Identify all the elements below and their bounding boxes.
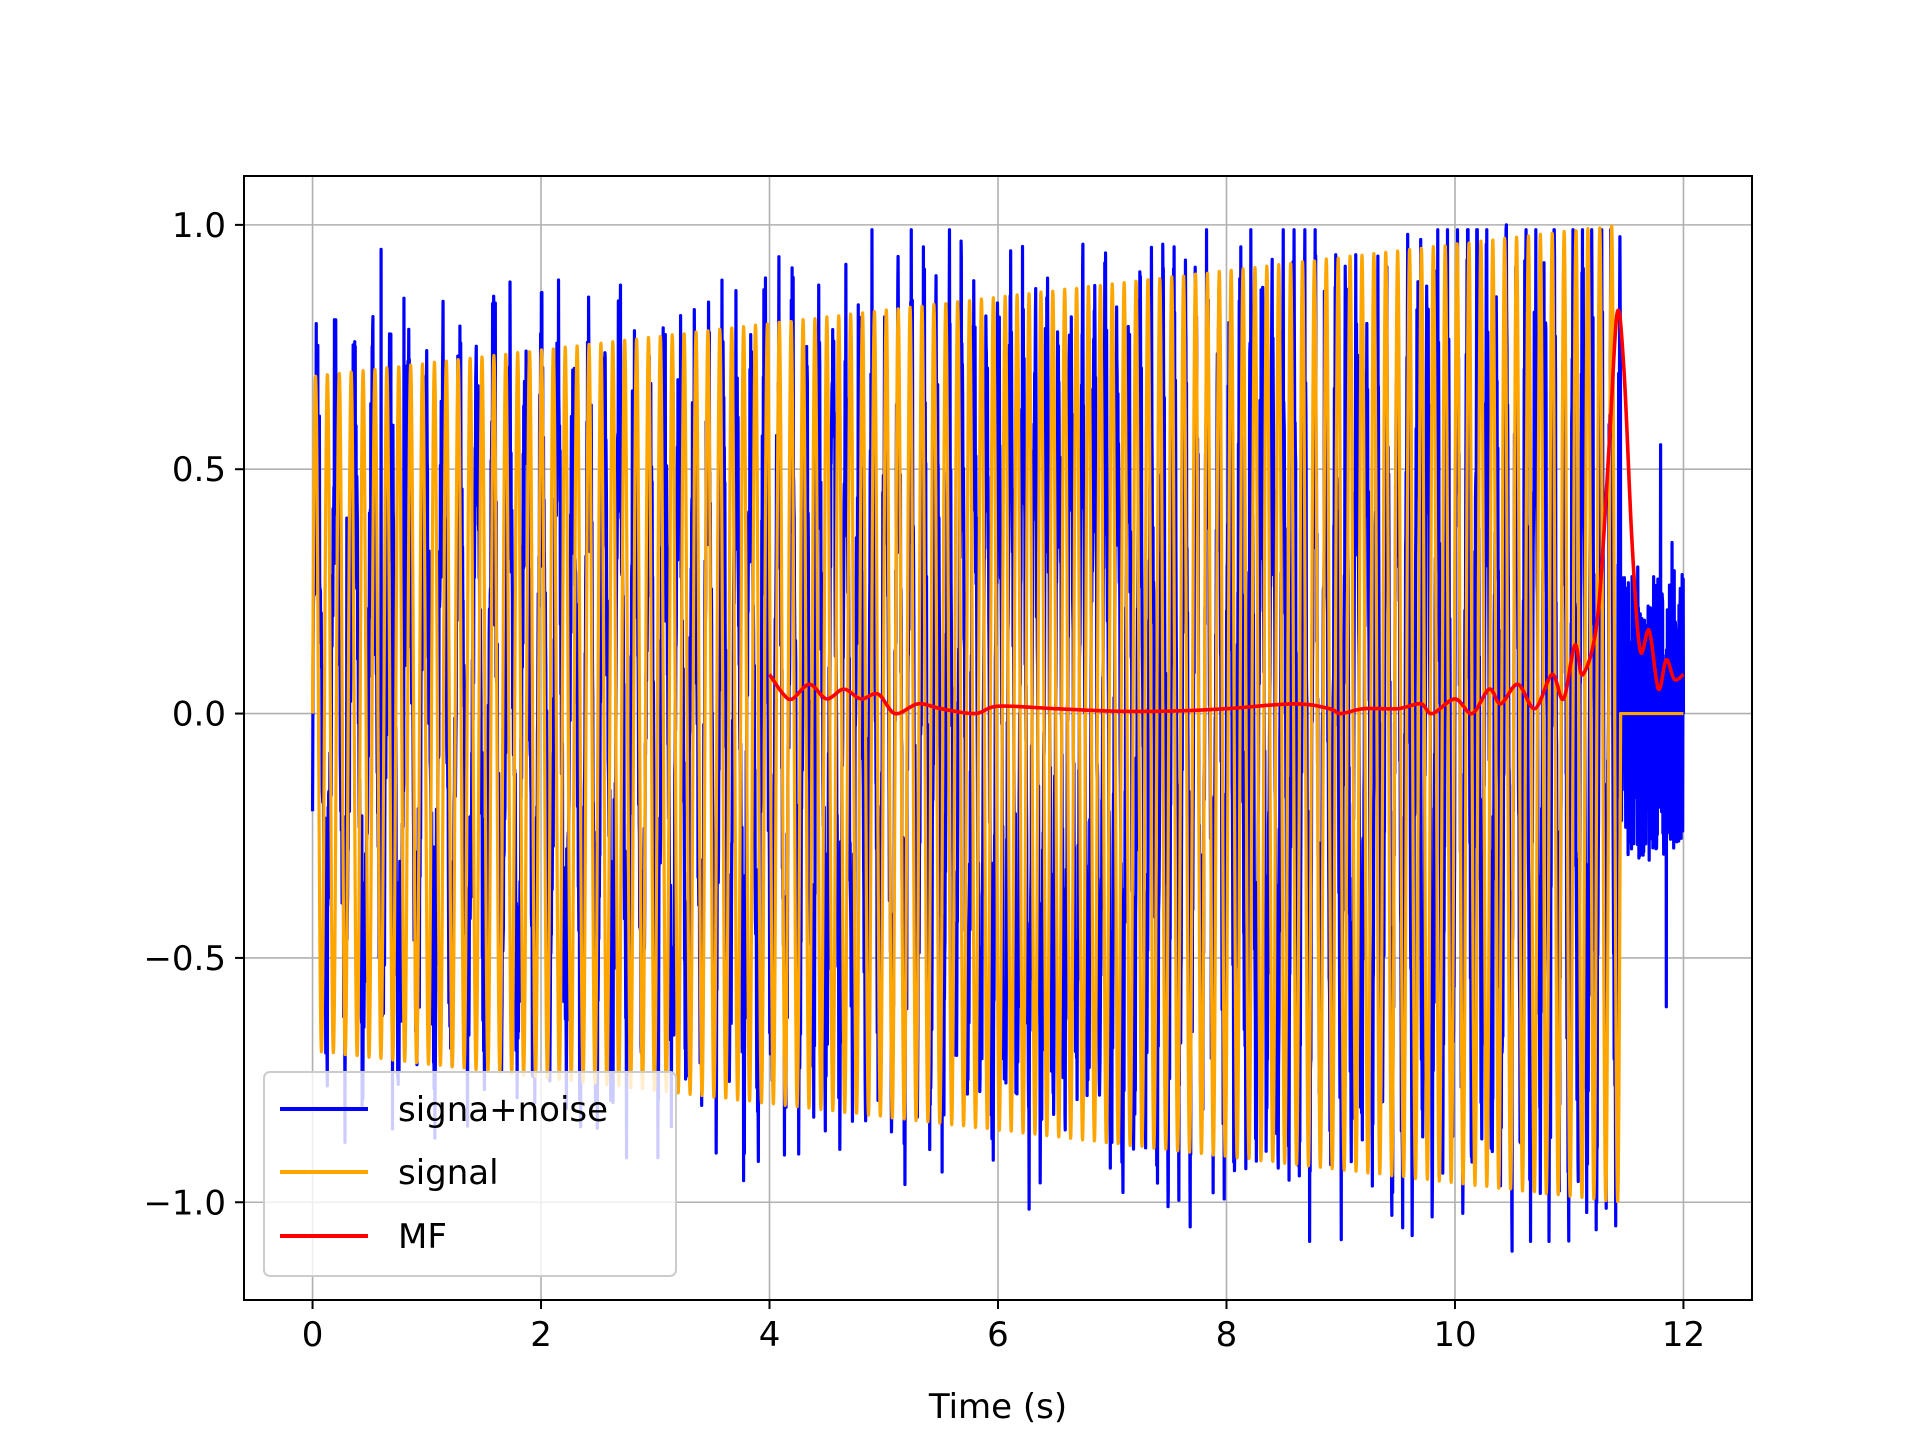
series-layer: [310, 223, 1686, 1253]
ticks: 0 2 4 6 8 10 12 1.0 0.5 0.0 −0.5 −1.0: [143, 206, 1705, 1355]
x-tick-label: 12: [1662, 1315, 1705, 1355]
y-tick-label: −0.5: [143, 939, 226, 979]
y-tick-label: 1.0: [172, 206, 226, 246]
x-tick-label: 8: [1216, 1315, 1238, 1355]
legend-box: [263, 1071, 677, 1277]
legend-label-mf: MF: [398, 1217, 447, 1257]
legend-label-signal: signal: [398, 1153, 499, 1193]
x-tick-label: 6: [987, 1315, 1009, 1355]
legend-label-signal-noise: signa+noise: [398, 1090, 608, 1130]
y-tick-label: 0.0: [172, 695, 226, 735]
legend: signa+noise signal MF: [263, 1071, 677, 1277]
y-tick-label: 0.5: [172, 450, 226, 490]
series-mf-line: [768, 308, 1685, 716]
x-tick-label: 10: [1433, 1315, 1476, 1355]
x-tick-label: 0: [302, 1315, 324, 1355]
x-tick-label: 2: [530, 1315, 552, 1355]
x-axis-label: Time (s): [928, 1387, 1067, 1427]
y-tick-label: −1.0: [143, 1183, 226, 1223]
x-tick-label: 4: [759, 1315, 781, 1355]
series-signal-line: [310, 224, 1684, 1204]
